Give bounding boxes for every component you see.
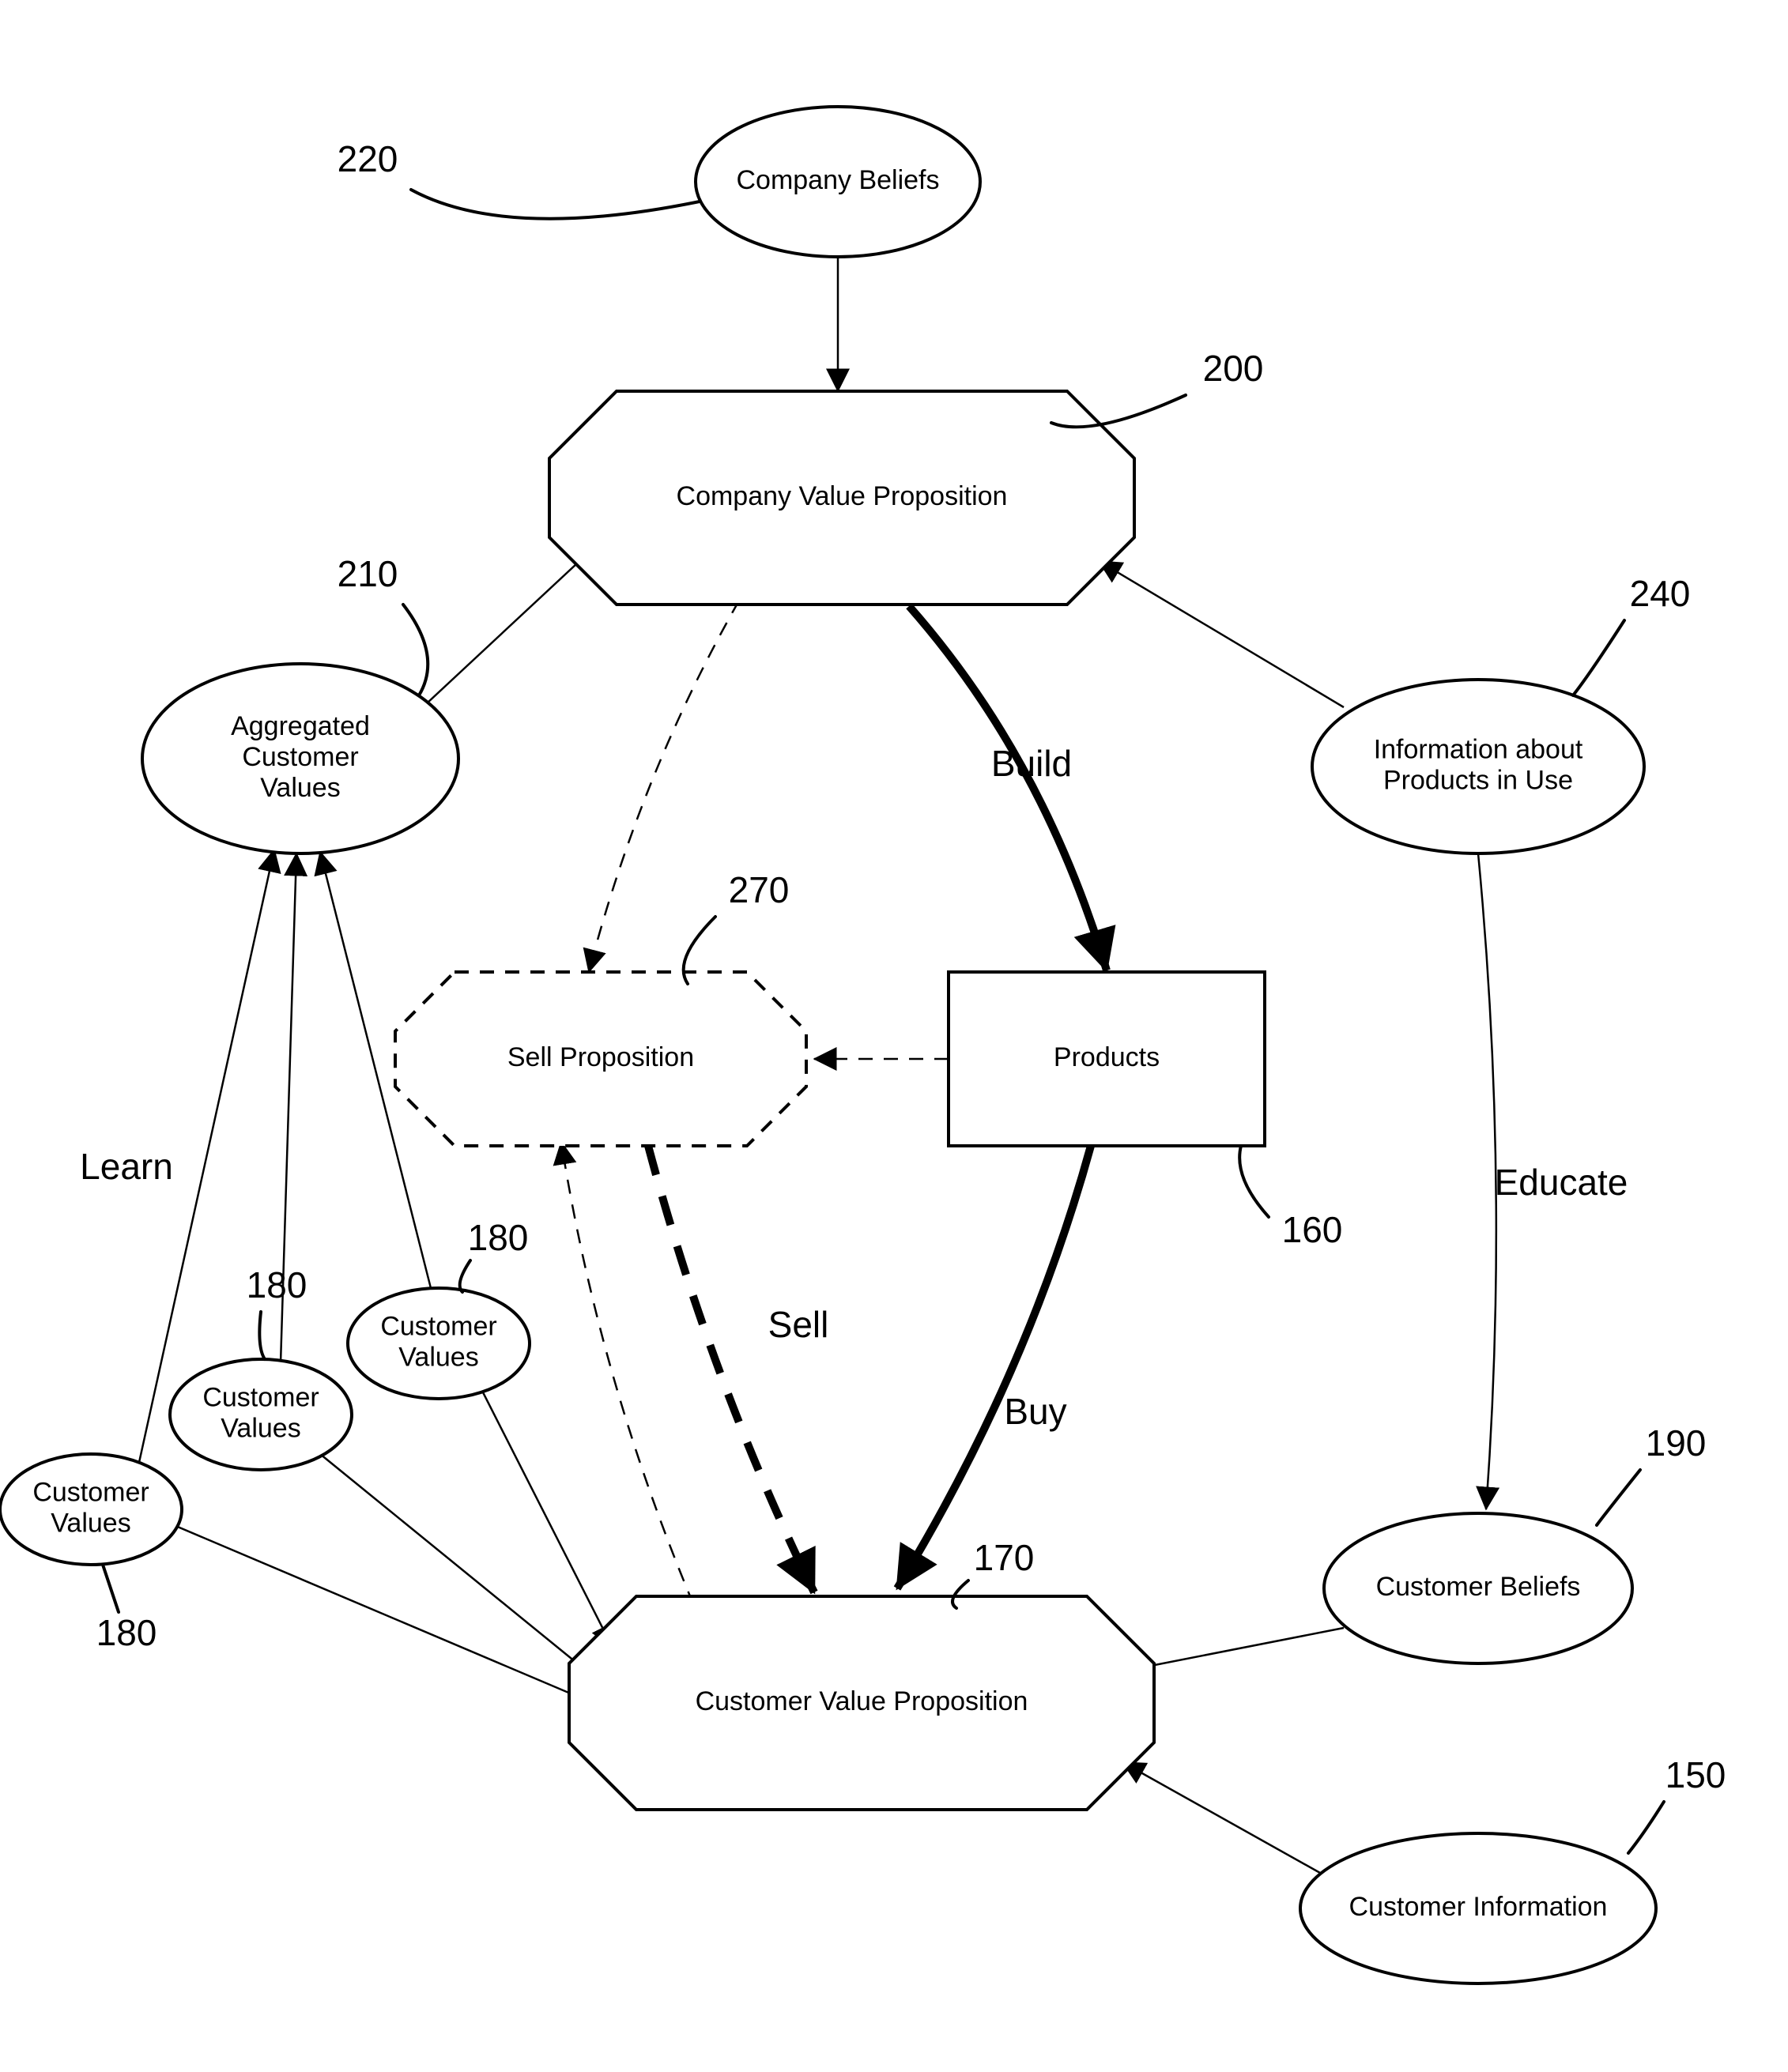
edge (1122, 1762, 1320, 1873)
edge (1478, 853, 1496, 1509)
node-company_beliefs: Company Beliefs (696, 107, 980, 257)
edge-label: Educate (1495, 1162, 1628, 1203)
node-aggregated: AggregatedCustomerValues (142, 664, 458, 853)
edge (561, 1142, 704, 1628)
node-sell_prop: Sell Proposition (395, 972, 806, 1146)
ref-label: 240 (1630, 573, 1691, 614)
node-label: Company Beliefs (736, 165, 939, 195)
node-company_vp: Company Value Proposition (549, 391, 1134, 605)
ref-label: 150 (1665, 1754, 1726, 1795)
node-cv3: CustomerValues (348, 1288, 530, 1399)
edge (427, 541, 601, 703)
ref-hook (460, 1260, 470, 1292)
node-cv1: CustomerValues (0, 1454, 182, 1565)
node-label: Values (221, 1414, 300, 1444)
node-label: Products (1054, 1042, 1160, 1072)
node-info_products: Information aboutProducts in Use (1312, 680, 1644, 853)
edge (174, 1525, 593, 1703)
node-label: Customer Information (1349, 1892, 1608, 1922)
edge-label: Sell (768, 1304, 829, 1345)
node-cust_beliefs: Customer Beliefs (1324, 1513, 1632, 1663)
node-label: Sell Proposition (507, 1042, 694, 1072)
node-label: Products in Use (1383, 766, 1573, 796)
node-label: Customer (380, 1311, 496, 1341)
edge (897, 1146, 1091, 1588)
ref-label: 180 (468, 1217, 529, 1258)
node-label: Company Value Proposition (677, 481, 1008, 511)
node-label: Customer (202, 1382, 319, 1412)
node-customer_vp: Customer Value Proposition (569, 1596, 1154, 1810)
node-label: Customer Beliefs (1376, 1572, 1581, 1602)
edge (482, 1391, 613, 1648)
ref-label: 220 (338, 138, 398, 179)
edge-label: Build (991, 743, 1072, 784)
ref-label: 210 (338, 553, 398, 594)
node-products: Products (949, 972, 1265, 1146)
ref-label: 190 (1646, 1422, 1707, 1464)
node-label: Customer Value Proposition (696, 1686, 1028, 1716)
ref-label: 200 (1203, 348, 1264, 389)
ref-hook (1597, 1470, 1640, 1525)
node-label: Values (260, 773, 340, 803)
ref-hook (1573, 620, 1624, 695)
ref-label: 160 (1282, 1209, 1343, 1250)
ref-hook (259, 1312, 265, 1359)
node-label: Customer (32, 1477, 149, 1507)
ref-hook (411, 190, 700, 219)
node-label: Customer (242, 742, 358, 772)
edge (909, 606, 1107, 970)
ref-hook (103, 1565, 119, 1612)
node-label: Aggregated (231, 711, 370, 741)
node-label: Values (398, 1343, 478, 1373)
node-cv2: CustomerValues (170, 1359, 352, 1470)
ref-label: 180 (247, 1264, 307, 1305)
edge-label: Buy (1004, 1391, 1066, 1432)
edge (1099, 561, 1344, 707)
ref-hook (1628, 1802, 1664, 1853)
node-cust_info: Customer Information (1300, 1833, 1656, 1983)
ref-hook (1239, 1146, 1269, 1217)
node-label: Information about (1374, 734, 1583, 764)
node-label: Values (51, 1509, 130, 1539)
ref-label: 270 (729, 869, 790, 910)
edge (648, 1146, 814, 1592)
ref-label: 180 (96, 1612, 157, 1653)
ref-label: 170 (974, 1537, 1035, 1578)
nodes-layer: Company Beliefs Company Value Proposition… (0, 107, 1656, 1983)
edge-label: Learn (80, 1146, 173, 1187)
ref-hook (403, 605, 428, 695)
